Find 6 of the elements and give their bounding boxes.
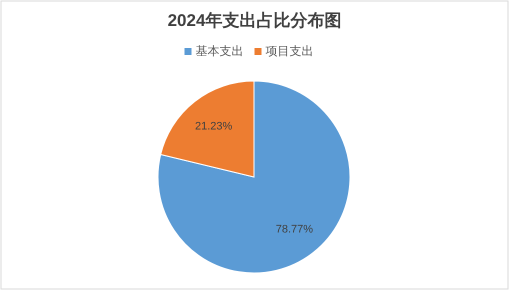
legend-label: 项目支出 bbox=[266, 44, 314, 58]
data-label: 21.23% bbox=[194, 120, 232, 133]
legend-label: 基本支出 bbox=[196, 44, 244, 58]
data-label: 78.77% bbox=[276, 223, 314, 236]
pie-slice bbox=[158, 80, 350, 274]
chart-title: 2024年支出占比分布图 bbox=[168, 11, 342, 30]
